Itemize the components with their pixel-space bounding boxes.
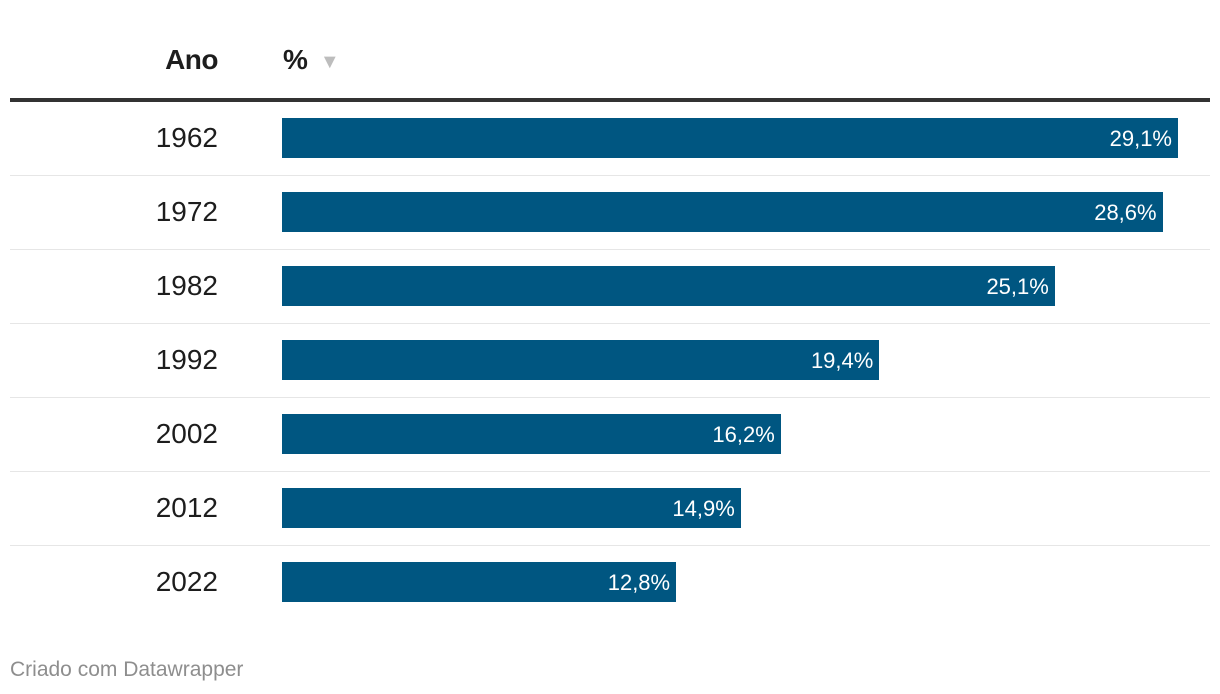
bar-table: Ano % ▼ 1962 29,1% 1972 28,6% 1982 25,1% 1992 19… [10,0,1210,620]
bar-track: 14,9% [282,488,1178,528]
bar: 29,1% [282,118,1178,158]
table-row: 1992 19,4% [10,324,1210,398]
year-label: 2022 [155,566,218,597]
table-row: 1982 25,1% [10,250,1210,324]
year-label: 1992 [155,344,218,375]
bar: 16,2% [282,414,781,454]
bar: 19,4% [282,340,880,380]
bar-track: 25,1% [282,266,1178,306]
bar-track: 12,8% [282,562,1178,602]
bar-value-label: 29,1% [1109,126,1172,151]
bar-track: 19,4% [282,340,1178,380]
table-row: 2022 12,8% [10,546,1210,620]
bar-track: 16,2% [282,414,1178,454]
bar: 14,9% [282,488,741,528]
bar-value-label: 28,6% [1094,200,1157,225]
bar-track: 29,1% [282,118,1178,158]
table-body: 1962 29,1% 1972 28,6% 1982 25,1% 1992 19,4% 2002… [10,102,1210,620]
bar-value-label: 14,9% [672,496,735,521]
bar: 25,1% [282,266,1055,306]
year-column-header: Ano [165,44,218,75]
bar-value-label: 19,4% [810,348,874,373]
percent-column-header[interactable]: % ▼ [283,44,340,76]
table-row: 1972 28,6% [10,176,1210,250]
bar-track: 28,6% [282,192,1178,232]
table-row: 2002 16,2% [10,398,1210,472]
year-label: 2002 [155,418,218,449]
bar: 12,8% [282,562,677,602]
credit-footer: Criado com Datawrapper [10,658,244,681]
year-label: 2012 [155,492,218,523]
bar-value-label: 16,2% [712,422,775,447]
year-label: 1972 [155,196,218,227]
sort-descending-icon[interactable]: ▼ [319,51,340,73]
table-header: Ano % ▼ [10,0,1210,102]
bar-value-label: 12,8% [607,570,671,595]
percent-column-label: % [283,44,308,75]
table-row: 1962 29,1% [10,102,1210,176]
year-label: 1962 [155,122,218,153]
bar: 28,6% [282,192,1163,232]
year-label: 1982 [155,270,218,301]
bar-value-label: 25,1% [986,274,1049,299]
table-row: 2012 14,9% [10,472,1210,546]
